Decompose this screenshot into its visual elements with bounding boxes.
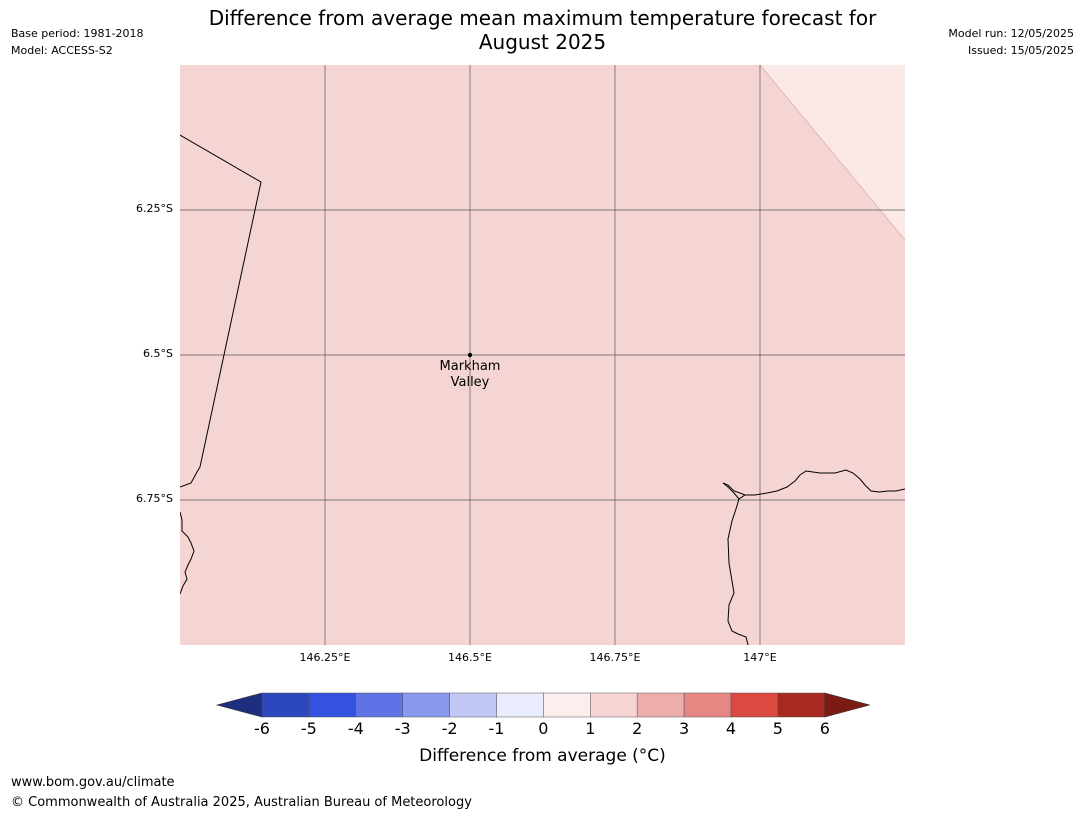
colorbar-tick-label: -3 [394, 719, 411, 738]
colorbar-segment [308, 692, 357, 718]
lon-label-146-75: 146.75°E [589, 651, 641, 664]
location-label: Markham Valley [420, 359, 520, 391]
lon-label-146-5: 146.5°E [448, 651, 492, 664]
colorbar-segment [402, 692, 450, 718]
colorbar-tick-label: -5 [300, 719, 317, 738]
colorbar-tick-label: 1 [585, 719, 596, 738]
colorbar-segment [496, 692, 544, 718]
colorbar-tick-label: 6 [819, 719, 830, 738]
title-line-2: August 2025 [478, 30, 607, 54]
colorbar-over-arrow [824, 692, 870, 718]
colorbar-segment [261, 692, 310, 718]
colorbar-tick-label: 2 [632, 719, 643, 738]
lon-label-146-25: 146.25°E [299, 651, 351, 664]
coastline-inlet [722, 482, 746, 500]
base-period-text: Base period: 1981-2018 [11, 27, 144, 40]
lat-label-6-25: 6.25°S [136, 202, 173, 215]
map-panel [180, 65, 905, 645]
colorbar-tick-label: 0 [538, 719, 549, 738]
colorbar-segment [590, 692, 638, 718]
lat-label-6-5: 6.5°S [143, 347, 173, 360]
colorbar-segment [449, 692, 497, 718]
lat-label-6-75: 6.75°S [136, 492, 173, 505]
border-line [180, 134, 262, 488]
colorbar [215, 692, 870, 718]
colorbar-tick-label: -4 [347, 719, 364, 738]
boundaries [180, 134, 905, 645]
meta-left: Base period: 1981-2018 Model: ACCESS-S2 [11, 25, 143, 59]
colorbar-tick-label: 5 [772, 719, 783, 738]
colorbar-segment [777, 692, 826, 718]
colorbar-tick-label: -6 [254, 719, 270, 738]
graticule [180, 65, 905, 645]
meta-right: Model run: 12/05/2025 Issued: 15/05/2025 [948, 25, 1074, 59]
model-text: Model: ACCESS-S2 [11, 44, 113, 57]
map-title: Difference from average mean maximum tem… [0, 6, 1085, 54]
issued-text: Issued: 15/05/2025 [967, 44, 1074, 57]
footer-copyright: © Commonwealth of Australia 2025, Austra… [11, 795, 472, 810]
location-marker [467, 352, 473, 358]
colorbar-under-arrow [215, 692, 263, 718]
colorbar-label: Difference from average (°C) [419, 746, 666, 766]
footer-url: www.bom.gov.au/climate [11, 775, 175, 790]
colorbar-tick-label: 4 [725, 719, 737, 738]
colorbar-segment [730, 692, 779, 718]
model-run-text: Model run: 12/05/2025 [948, 27, 1074, 40]
colorbar-tick-label: 3 [679, 719, 690, 738]
colorbar-tick-label: -1 [488, 719, 505, 738]
location-name-line-2: Valley [450, 375, 490, 390]
lon-label-147: 147°E [743, 651, 777, 664]
contour-edge [759, 65, 905, 241]
colorbar-segment [683, 692, 732, 718]
colorbar-segment [636, 692, 685, 718]
coastline-east [727, 469, 905, 645]
coastline-west [180, 511, 195, 595]
colorbar-segment [355, 692, 403, 718]
colorbar-segment [543, 692, 591, 718]
colorbar-tick-label: -2 [441, 719, 458, 738]
title-line-1: Difference from average mean maximum tem… [208, 6, 877, 30]
location-name-line-1: Markham [439, 359, 501, 374]
